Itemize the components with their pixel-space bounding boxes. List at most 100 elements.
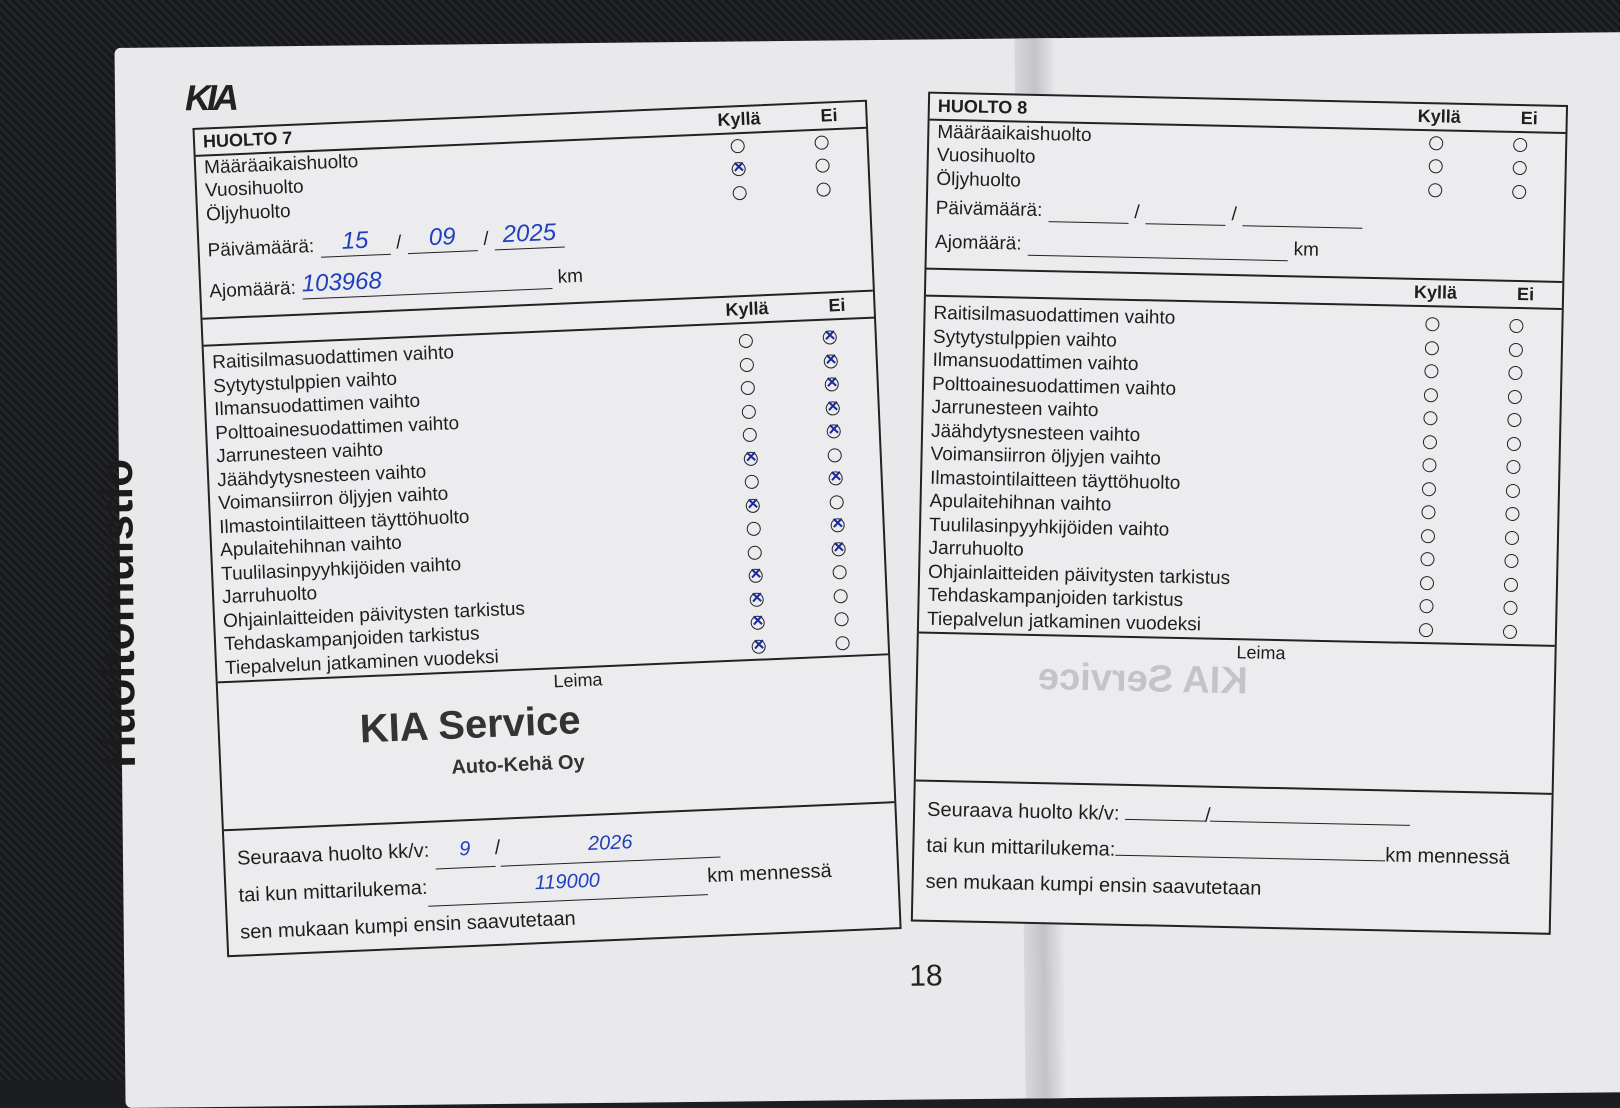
checkbox-yes[interactable] <box>743 451 759 466</box>
checkbox-yes[interactable] <box>1419 599 1434 614</box>
checkbox-yes[interactable] <box>1421 505 1436 520</box>
bleed-through-stamp: KIA Service <box>1037 655 1249 702</box>
checkbox-no[interactable] <box>835 635 850 651</box>
checkbox-yes[interactable] <box>742 427 758 443</box>
row-label: Jarrunesteen vaihto <box>931 397 1099 422</box>
checkbox-yes[interactable] <box>1422 434 1438 450</box>
checkbox-no[interactable] <box>830 518 845 533</box>
checkbox-no[interactable] <box>1505 507 1520 522</box>
checkbox-yes[interactable] <box>1420 552 1435 567</box>
km-label: Ajomäärä: <box>934 231 1022 255</box>
checkbox-yes[interactable] <box>1418 622 1434 638</box>
checkbox-yes[interactable] <box>1423 387 1439 403</box>
checkbox-yes[interactable] <box>1428 159 1443 174</box>
form-title: HUOLTO 7 <box>202 127 293 152</box>
checkbox-yes[interactable] <box>1429 135 1444 151</box>
next-month[interactable]: 9 <box>434 829 496 869</box>
col-yes: Kyllä <box>1417 105 1461 127</box>
checkbox-yes[interactable] <box>732 185 747 201</box>
checkbox-yes[interactable] <box>731 162 746 177</box>
checkbox-no[interactable] <box>1506 436 1522 451</box>
row-label: Ilmansuodattimen vaihto <box>932 350 1139 376</box>
checkbox-no[interactable] <box>1508 342 1524 357</box>
checkbox-no[interactable] <box>1512 161 1527 176</box>
km-label: Ajomäärä: <box>208 277 297 302</box>
checkbox-no[interactable] <box>824 377 840 392</box>
col-yes: Kyllä <box>725 297 769 320</box>
odometer-suffix: km mennessä <box>706 859 833 887</box>
row-label: Öljyhuolto <box>936 168 1022 192</box>
checkbox-no[interactable] <box>1505 483 1521 498</box>
km-unit: km <box>1293 238 1320 261</box>
checkbox-yes[interactable] <box>749 592 764 607</box>
col-no: Ei <box>820 104 838 126</box>
checkbox-yes[interactable] <box>1421 481 1437 497</box>
checkbox-no[interactable] <box>1508 366 1523 381</box>
odometer-label: tai kun mittarilukema: <box>926 834 1116 861</box>
checkbox-no[interactable] <box>1507 389 1523 404</box>
km-value: 103968 <box>301 259 553 300</box>
checkbox-no[interactable] <box>1502 624 1518 639</box>
checkbox-no[interactable] <box>1513 137 1528 152</box>
service-booklet: KIA Huoltomuistio 18 HUOLTO 7 Kyllä Ei Mä… <box>90 32 1620 1108</box>
row-label: Vuosihuolto <box>204 176 305 202</box>
odometer-value[interactable] <box>1115 854 1386 861</box>
checkbox-no[interactable] <box>834 612 849 627</box>
checkbox-yes[interactable] <box>746 521 762 537</box>
checkbox-yes[interactable] <box>741 404 757 419</box>
checkbox-yes[interactable] <box>748 568 764 584</box>
checkbox-no[interactable] <box>827 447 843 463</box>
checkbox-yes[interactable] <box>745 498 761 513</box>
checkbox-no[interactable] <box>1503 601 1518 616</box>
checkbox-no[interactable] <box>1512 184 1527 199</box>
checkbox-no[interactable] <box>1506 460 1521 475</box>
side-title: Huoltomuistio <box>89 458 146 769</box>
checkbox-yes[interactable] <box>1424 364 1439 379</box>
checkbox-yes[interactable] <box>1419 575 1435 591</box>
row-label: Jarruhuolto <box>928 537 1024 561</box>
checkbox-no[interactable] <box>1504 530 1520 545</box>
checkbox-no[interactable] <box>826 424 842 439</box>
odometer-suffix: km mennessä <box>1385 843 1510 869</box>
checkbox-no[interactable] <box>828 471 843 486</box>
row-label: Öljyhuolto <box>205 200 291 226</box>
checkbox-no[interactable] <box>825 400 841 416</box>
checkbox-yes[interactable] <box>1428 182 1443 198</box>
checkbox-no[interactable] <box>833 588 848 604</box>
col-no: Ei <box>828 294 846 315</box>
checkbox-yes[interactable] <box>1420 528 1436 544</box>
checkbox-yes[interactable] <box>747 545 763 560</box>
row-label: Määräaikaishuolto <box>937 121 1092 146</box>
checkbox-no[interactable] <box>1504 554 1519 569</box>
km-unit: km <box>557 265 584 288</box>
checkbox-no[interactable] <box>829 494 844 510</box>
checkbox-yes[interactable] <box>751 639 766 654</box>
checkbox-yes[interactable] <box>739 357 755 373</box>
checkbox-no[interactable] <box>816 182 831 197</box>
checkbox-no[interactable] <box>814 135 829 150</box>
checkbox-no[interactable] <box>1507 413 1522 428</box>
checkbox-no[interactable] <box>832 565 847 580</box>
next-service-label: Seuraava huolto kk/v: <box>926 798 1120 825</box>
service-form-8: HUOLTO 8 Kyllä Ei Määräaikaishuolto Vuosih… <box>910 91 1569 935</box>
service-form-7: HUOLTO 7 Kyllä Ei Määräaikaishuolto Vuosih… <box>192 99 902 958</box>
checkbox-no[interactable] <box>831 541 846 557</box>
checkbox-yes[interactable] <box>1422 458 1437 473</box>
checkbox-yes[interactable] <box>738 333 754 349</box>
checkbox-no[interactable] <box>1503 577 1519 592</box>
checkbox-yes[interactable] <box>1425 317 1440 332</box>
checkbox-no[interactable] <box>823 353 839 369</box>
checkbox-no[interactable] <box>822 330 838 346</box>
checkbox-no[interactable] <box>815 158 830 174</box>
checkbox-yes[interactable] <box>744 474 760 490</box>
checkbox-yes[interactable] <box>740 380 756 396</box>
checkbox-yes[interactable] <box>1423 411 1438 426</box>
checkbox-yes[interactable] <box>730 138 745 154</box>
stamp-label: Leima <box>553 668 603 691</box>
row-label: Sytytystulppien vaihto <box>932 326 1117 352</box>
checkbox-no[interactable] <box>1509 319 1524 334</box>
checkbox-yes[interactable] <box>1424 340 1440 356</box>
checkbox-yes[interactable] <box>750 615 765 631</box>
next-year[interactable] <box>1210 820 1411 826</box>
next-month[interactable] <box>1124 818 1205 822</box>
